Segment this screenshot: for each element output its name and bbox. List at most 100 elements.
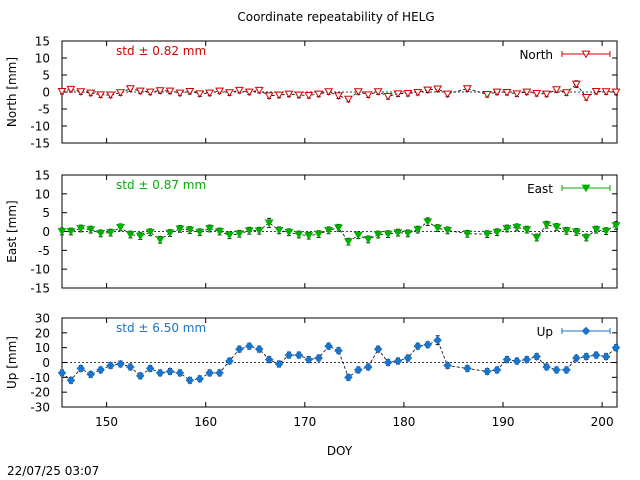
data-point [561,227,571,235]
data-point [334,92,343,100]
legend-marker [581,326,591,336]
data-point [205,89,215,98]
data-point [66,228,76,236]
data-point [284,228,294,237]
data-point [96,230,106,238]
y-tick-label: 20 [35,326,50,340]
data-point [373,88,383,96]
data-point [304,92,314,100]
data-point [205,368,214,378]
data-point [542,221,552,229]
y-tick-label: 10 [35,187,50,201]
data-point [552,86,562,94]
data-point [125,231,135,239]
data-point [532,352,542,361]
data-point [106,91,116,100]
legend-label: East [527,182,553,196]
data-point [274,226,284,235]
data-point [324,88,334,96]
y-tick-label: 10 [35,52,50,66]
data-point [314,230,324,239]
data-point [314,353,323,363]
data-point [76,364,86,373]
data-point [106,361,115,370]
y-tick-label: -15 [30,137,50,151]
legend-label: Up [537,325,553,339]
data-point [383,93,393,101]
data-point [542,90,552,99]
legend-marker [581,50,591,59]
data-point [561,89,571,97]
y-axis-label: North [mm] [5,57,19,127]
data-point [611,343,621,352]
data-point [135,87,145,96]
y-tick-label: 15 [35,35,50,49]
data-point [145,364,155,373]
data-point [165,367,175,376]
data-point [244,227,254,235]
data-point [512,90,522,98]
x-tick-label: 190 [492,415,515,429]
data-point [234,230,244,238]
data-point [155,87,165,95]
data-point [76,225,86,233]
data-point [344,373,353,382]
data-point [443,226,453,235]
data-point [234,86,244,95]
data-point [175,368,185,378]
data-point [393,229,403,237]
data-point [601,227,611,236]
data-point [225,89,234,97]
data-point [115,89,125,97]
data-point [353,88,363,96]
data-point [591,87,601,96]
data-point [185,226,195,235]
data-point [462,230,472,238]
data-point [532,234,542,242]
y-axis-label: Up [mm] [5,336,19,389]
data-point [126,362,135,372]
data-point [264,92,274,100]
chart-panels: 15 10 5 0 -5 -10 -15 North [mm] std ± 0.82 mm Nor… [5,35,621,458]
data-point [284,350,294,360]
panel-east: 15 10 5 0 -5 -10 -15 East [mm] std ± 0.87 mm East [5,169,621,296]
y-tick-label: -10 [30,120,50,134]
data-point [135,232,145,241]
data-point [413,341,423,351]
data-point [581,94,591,102]
data-point [125,85,135,93]
data-point [423,218,433,226]
data-point [571,80,581,89]
chart-title: Coordinate repeatability of HELG [237,10,434,24]
data-point [175,89,185,98]
data-point [165,229,175,238]
data-point [254,86,264,95]
data-point [571,228,581,237]
data-point [96,91,106,99]
data-point [225,231,234,240]
y-tick-label: 5 [42,69,50,83]
data-point [195,90,205,98]
y-axis-label: East [mm] [5,200,19,262]
y-tick-label: -10 [30,263,50,277]
data-point [215,368,224,378]
data-point [492,88,502,97]
legend-label: North [519,48,553,62]
std-label: std ± 0.82 mm [116,44,206,58]
data-point [343,95,353,104]
data-point [403,89,413,98]
y-tick-label: 0 [42,86,50,100]
data-point [522,226,532,234]
legend-marker [581,184,591,193]
data-point [611,88,621,97]
data-point [244,88,254,97]
std-label: std ± 6.50 mm [116,321,206,335]
panel-north: 15 10 5 0 -5 -10 -15 North [mm] std ± 0.82 mm Nor… [5,35,621,151]
data-point [96,365,105,375]
data-point [165,87,175,96]
data-point [502,355,512,364]
data-point [601,352,611,361]
data-point [354,365,363,375]
data-point [195,228,205,237]
